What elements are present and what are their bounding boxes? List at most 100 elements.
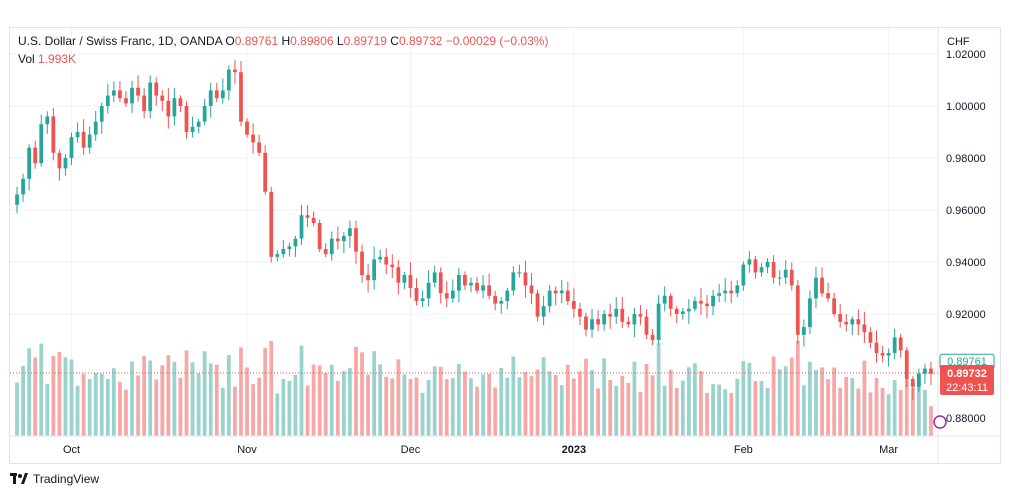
volume-bar [735, 378, 740, 436]
candle-body [517, 272, 522, 274]
candle-body [420, 298, 425, 301]
candle-body [499, 301, 504, 304]
volume-bar [547, 371, 552, 436]
candle-body [723, 290, 728, 294]
volume-bar [668, 369, 673, 436]
candle-body [317, 223, 322, 249]
candle-body [850, 319, 855, 325]
candle-body [51, 116, 56, 153]
candle-body [481, 285, 485, 291]
candle-body [160, 95, 165, 101]
volume-bar [517, 377, 522, 436]
volume-bar [862, 360, 867, 436]
open-value: 0.89761 [234, 34, 279, 48]
volume-bar [801, 385, 806, 436]
volume-bar [245, 367, 249, 436]
volume-bar [172, 361, 177, 436]
candle-body [305, 215, 310, 218]
volume-bar [929, 406, 933, 436]
volume-bar [699, 370, 703, 436]
candle-body [801, 327, 806, 335]
volume-bar [614, 385, 619, 436]
candle-body [426, 282, 431, 299]
volume-bar [456, 363, 461, 436]
candle-body [33, 147, 38, 164]
volume-bar [21, 365, 25, 436]
candle-body [118, 90, 122, 99]
candle-body [184, 106, 189, 132]
close-label: C [390, 34, 399, 48]
volume-bar [444, 379, 449, 436]
volume-bar [311, 364, 316, 436]
candle-body [717, 293, 722, 296]
candle-body [39, 124, 44, 164]
candle-body [929, 368, 933, 374]
candle-body [699, 301, 703, 304]
candle-body [245, 121, 249, 135]
volume-bar [335, 380, 340, 436]
volume-bar [747, 362, 752, 436]
volume-bar [463, 371, 467, 436]
volume-bar [826, 379, 830, 436]
volume-bar [208, 363, 213, 436]
candle-body [808, 298, 812, 327]
candle-body [341, 236, 346, 242]
volume-bar [820, 367, 824, 436]
low-value: 0.89719 [343, 34, 387, 48]
volume-bar [287, 381, 292, 436]
vol-label: Vol [18, 52, 35, 66]
volume-bar [680, 380, 685, 436]
volume-bar [753, 381, 758, 436]
tradingview-brand[interactable]: TradingView [10, 472, 99, 486]
volume-bar [741, 361, 746, 436]
candle-body [608, 314, 613, 317]
candle-body [892, 337, 897, 353]
volume-bar [571, 378, 576, 436]
volume-bar [239, 347, 243, 436]
candle-body [765, 262, 770, 268]
vol-value: 1.993K [38, 52, 77, 66]
volume-bar [523, 372, 528, 436]
volume-bar [366, 374, 370, 436]
candle-body [214, 90, 219, 99]
volume-bar [693, 363, 697, 436]
candle-body [463, 275, 467, 286]
candle-body [21, 178, 25, 195]
candle-body [372, 259, 377, 281]
volume-bar [257, 377, 262, 436]
candle-body [239, 72, 243, 122]
currency-label: CHF [947, 36, 970, 48]
candle-body [662, 295, 667, 304]
volume-bar [269, 341, 274, 436]
candle-body [487, 285, 492, 296]
volume-bar [856, 388, 861, 436]
candle-body [390, 264, 395, 268]
volume-bar [154, 379, 159, 436]
volume-bar [87, 378, 92, 436]
symbol-title: U.S. Dollar / Swiss Franc, 1D, OANDA [18, 34, 223, 48]
y-tick-label: 0.98000 [946, 153, 986, 165]
candle-body [124, 98, 128, 104]
volume-bar [402, 374, 407, 436]
candle-body [329, 238, 334, 255]
candle-body [693, 301, 697, 309]
candle-body [15, 194, 19, 205]
volume-bar [420, 392, 425, 436]
candle-body [432, 272, 437, 283]
volume-bar [317, 365, 322, 436]
volume-bar [632, 361, 637, 436]
candle-body [844, 321, 849, 325]
candle-body [705, 303, 709, 307]
volume-bar [372, 351, 377, 436]
change-value: −0.00029 (−0.03%) [445, 34, 549, 48]
candle-body [142, 95, 147, 112]
volume-bar [916, 373, 921, 436]
high-label: H [281, 34, 291, 48]
candle-body [378, 256, 383, 260]
volume-bars [15, 341, 933, 436]
volume-bar [305, 385, 310, 436]
volume-bar [51, 355, 56, 436]
candle-body [656, 303, 661, 340]
grid-lines [10, 28, 938, 436]
